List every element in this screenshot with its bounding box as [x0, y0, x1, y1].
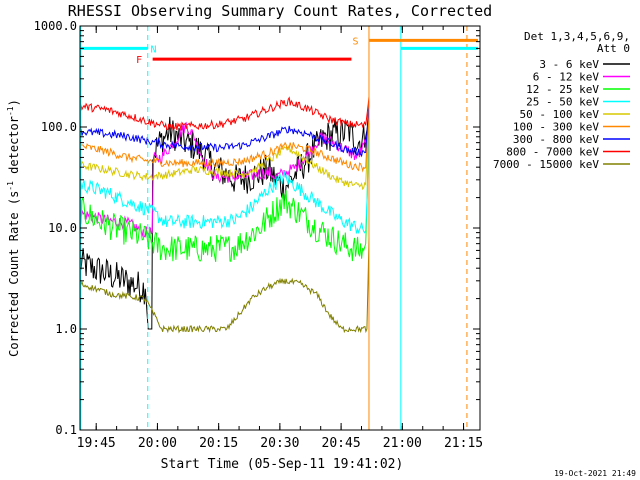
legend-label-8: 800 - 7000 keV [506, 146, 599, 159]
x-tick-label-6: 21:15 [444, 436, 483, 451]
chart-title: RHESSI Observing Summary Count Rates, Co… [68, 2, 492, 20]
legend-label-7: 300 - 800 keV [513, 133, 599, 146]
y-tick-label-3: 100.0 [41, 120, 77, 134]
y-tick-label-2: 10.0 [48, 221, 77, 235]
footer-timestamp: 19-Oct-2021 21:49 [554, 469, 636, 478]
series-line-1 [79, 116, 370, 330]
series-line-3 [79, 109, 370, 262]
flag-label-s: S [352, 36, 358, 47]
x-tick-label-2: 20:15 [199, 436, 238, 451]
series-line-8 [79, 96, 370, 131]
legend-header-2: Att 0 [597, 42, 630, 55]
series-line-6 [79, 103, 370, 173]
y-label-end: ) [7, 99, 21, 106]
legend-label-4: 25 - 50 keV [526, 96, 599, 109]
axes: 0.1 1.0 10.0 100.0 1000.0 19:45 20:00 20:15 20:3… [34, 19, 483, 451]
flag-label-n: N [150, 44, 156, 55]
series-line-7 [79, 101, 370, 158]
x-tick-label-0: 19:45 [77, 436, 116, 451]
legend-header-1: Det 1,3,4,5,6,9, [524, 30, 630, 43]
flag-label-f: F [136, 55, 142, 66]
x-axis-label: Start Time (05-Sep-11 19:41:02) [161, 457, 404, 472]
legend-label-3: 12 - 25 keV [526, 83, 599, 96]
legend-label-9: 7000 - 15000 keV [493, 158, 599, 171]
series-line-5 [79, 106, 370, 191]
y-label-mid: detector [7, 116, 21, 181]
x-tick-label-4: 20:45 [322, 436, 361, 451]
plot-area: NF S [79, 26, 478, 430]
y-tick-label-4: 1000.0 [34, 19, 77, 33]
y-label-main: Corrected Count Rate (s [7, 191, 21, 357]
series-line-4 [79, 106, 370, 235]
x-tick-label-5: 21:00 [383, 436, 422, 451]
x-tick-label-1: 20:00 [138, 436, 177, 451]
legend-label-2: 6 - 12 keV [533, 71, 600, 84]
y-tick-label-1: 1.0 [55, 322, 77, 336]
y-tick-label-0: 0.1 [55, 423, 77, 437]
y-axis-label: Corrected Count Rate (s-1 detector-1) [6, 99, 21, 357]
y-label-sup1: -1 [6, 181, 15, 191]
series-line-9 [79, 237, 370, 334]
y-label-sup2: -1 [6, 106, 15, 116]
legend-label-6: 100 - 300 keV [513, 121, 599, 134]
x-tick-label-3: 20:30 [260, 436, 299, 451]
legend-label-1: 3 - 6 keV [539, 58, 599, 71]
legend-label-5: 50 - 100 keV [520, 108, 600, 121]
